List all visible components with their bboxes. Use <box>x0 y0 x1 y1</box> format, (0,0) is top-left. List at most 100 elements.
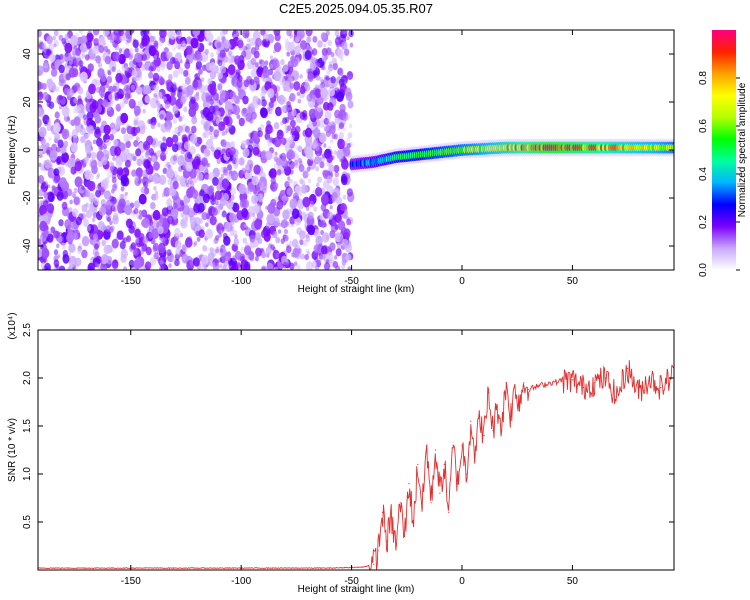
spectrogram-noise-blob <box>328 164 335 173</box>
spectrogram-noise-blob <box>174 227 181 237</box>
spectrogram-noise-blob <box>155 99 159 104</box>
spectrogram-noise-blob <box>333 164 340 173</box>
spectrogram-noise-blob <box>335 41 341 48</box>
spectrogram-noise-blob <box>301 166 305 172</box>
spectrogram-noise-blob <box>71 191 77 198</box>
spectrogram-noise-blob <box>78 185 85 194</box>
spectrogram-noise-blob <box>200 109 204 115</box>
spectrogram-noise-blob <box>165 239 169 245</box>
spectrogram-noise-blob <box>210 146 215 152</box>
spectrogram-noise-blob <box>67 158 75 169</box>
spectrogram-noise-blob <box>151 116 156 123</box>
spectrogram-noise-blob <box>288 160 295 170</box>
spectrogram-noise-blob <box>349 42 354 48</box>
spectrogram-noise-blob <box>78 30 84 35</box>
spectrogram-noise-blob <box>184 61 191 70</box>
spectrogram-noise-blob <box>94 126 101 135</box>
spectrogram-noise-blob <box>153 186 157 191</box>
spectrogram-noise-blob <box>148 45 157 57</box>
spectrogram-noise-blob <box>269 55 274 60</box>
spectrogram-noise-blob <box>68 134 73 140</box>
spectrogram-noise-blob <box>153 193 159 201</box>
spectrogram-noise-blob <box>265 246 272 255</box>
spectrogram-noise-blob <box>342 127 347 132</box>
snr-y-tick-label: 2.5 <box>22 323 33 337</box>
spectrogram-noise-blob <box>186 36 192 45</box>
spectrogram-noise-blob <box>152 72 160 82</box>
spectrogram-noise-blob <box>192 30 201 37</box>
spectrogram-noise-blob <box>287 178 292 184</box>
spectrogram-noise-blob <box>165 111 173 121</box>
spectrogram-noise-blob <box>141 210 146 216</box>
spectrogram-noise-blob <box>152 175 160 185</box>
spectrogram-noise-blob <box>281 195 287 203</box>
snr-data-point <box>386 540 388 542</box>
snr-data-point <box>501 425 503 427</box>
spectrogram-noise-blob <box>136 214 140 219</box>
spectrogram-noise-blob <box>166 161 171 168</box>
spectrogram-noise-blob <box>219 89 226 99</box>
spectrogram-noise-blob <box>38 65 44 76</box>
spectrogram-y-tick-label: 40 <box>22 48 33 60</box>
spectrogram-noise-blob <box>348 71 352 76</box>
spectrogram-noise-blob <box>291 223 295 228</box>
spectrogram-noise-blob <box>261 96 266 102</box>
snr-data-point <box>571 379 574 381</box>
spectrogram-noise-blob <box>38 30 42 38</box>
spectrogram-noise-blob <box>164 150 169 155</box>
spectrogram-noise-blob <box>327 64 334 72</box>
colorbar-tick-label: 0.0 <box>698 263 709 277</box>
spectrogram-noise-blob <box>200 77 205 82</box>
spectrogram-noise-blob <box>346 36 350 41</box>
spectrogram-noise-blob <box>284 124 289 130</box>
spectrogram-noise-blob <box>68 119 72 125</box>
spectrogram-noise-blob <box>50 68 58 77</box>
snr-data-point <box>518 401 521 403</box>
spectrogram-noise-blob <box>337 220 346 231</box>
spectrogram-noise-blob <box>46 203 55 214</box>
spectrogram-noise-blob <box>202 107 211 118</box>
spectrogram-noise-blob <box>79 43 87 54</box>
spectrogram-noise-blob <box>340 57 344 61</box>
spectrogram-noise-blob <box>239 198 247 208</box>
spectrogram-noise-blob <box>85 40 93 49</box>
spectrogram-noise-blob <box>166 198 173 207</box>
spectrogram-noise-blob <box>249 163 254 169</box>
spectrogram-noise-blob <box>205 222 209 228</box>
spectrogram-noise-blob <box>96 175 100 180</box>
spectrogram-noise-blob <box>69 59 74 65</box>
spectrogram-noise-blob <box>244 170 253 181</box>
spectrogram-noise-blob <box>105 225 112 233</box>
spectrogram-noise-blob <box>273 217 280 227</box>
spectrogram-noise-blob <box>159 113 164 120</box>
spectrogram-noise-blob <box>223 130 227 135</box>
spectrogram-noise-blob <box>118 30 124 37</box>
spectrogram-noise-blob <box>305 30 313 37</box>
spectrogram-noise-blob <box>289 262 295 270</box>
spectrogram-noise-blob <box>229 168 233 173</box>
spectrogram-noise-blob <box>238 117 245 127</box>
spectrogram-noise-blob <box>149 35 155 43</box>
spectrogram-noise-blob <box>129 48 134 55</box>
spectrogram-noise-blob <box>166 168 175 180</box>
spectrogram-noise-blob <box>103 190 111 200</box>
spectrogram-noise-blob <box>130 84 136 91</box>
spectrogram-noise-blob <box>135 167 144 178</box>
spectrogram-noise-blob <box>280 219 288 229</box>
spectrogram-noise-blob <box>286 125 292 131</box>
spectrogram-noise-blob <box>338 131 344 140</box>
spectrogram-noise-blob <box>286 30 292 37</box>
spectrogram-noise-blob <box>305 206 310 211</box>
spectrogram-noise-blob <box>96 185 101 191</box>
spectrogram-noise-blob <box>135 148 142 157</box>
spectrogram-noise-blob <box>240 246 245 252</box>
spectrogram-noise-blob <box>219 248 224 253</box>
spectrogram-noise-blob <box>48 136 52 142</box>
snr-y-tick-label: 1.5 <box>22 419 33 433</box>
snr-data-point <box>479 415 481 417</box>
spectrogram-noise-blob <box>345 91 353 101</box>
spectrogram-noise-blob <box>203 238 208 244</box>
spectrogram-noise-blob <box>233 238 239 246</box>
colorbar-gradient <box>712 30 736 270</box>
